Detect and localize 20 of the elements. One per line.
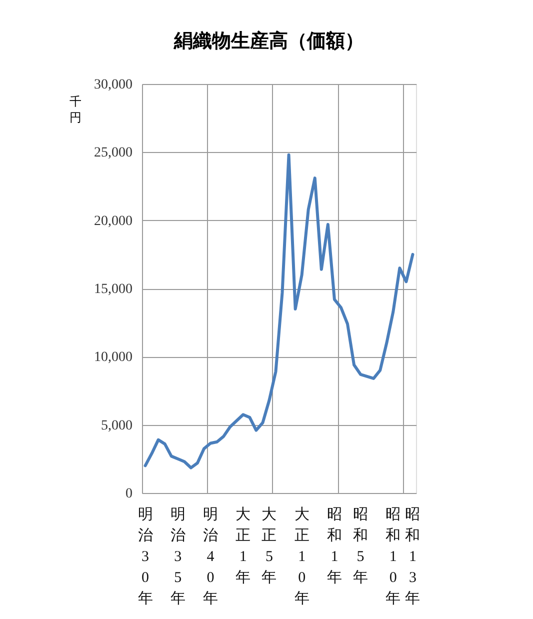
y-tick-label: 30,000 <box>94 78 132 92</box>
x-tick-label: 明治30年 <box>138 507 153 607</box>
y-tick-label: 20,000 <box>94 214 132 229</box>
y-tick-label: 0 <box>126 486 132 502</box>
y-tick-label: 10,000 <box>94 350 132 366</box>
x-tick-label: 大正5年 <box>262 506 277 586</box>
y-tick-label: 15,000 <box>94 282 132 297</box>
x-tick-label: 明治35年 <box>170 507 186 607</box>
x-tick-label: 昭和10年 <box>386 507 401 607</box>
x-tick-label: 昭和13年 <box>405 507 420 607</box>
x-tick-label: 昭和1年 <box>326 507 342 586</box>
y-tick-label: 25,000 <box>94 146 132 161</box>
y-axis-title: 千円 <box>70 94 82 124</box>
chart-title: 絹織物生産高（価額） <box>173 30 364 52</box>
x-tick-label: 昭和5年 <box>353 507 368 586</box>
y-tick-label: 5,000 <box>101 418 132 434</box>
x-tick-label: 明治40年 <box>203 507 218 607</box>
x-tick-label: 大正1年 <box>236 506 251 586</box>
line-series <box>144 153 414 470</box>
x-tick-label: 大正10年 <box>294 506 310 607</box>
